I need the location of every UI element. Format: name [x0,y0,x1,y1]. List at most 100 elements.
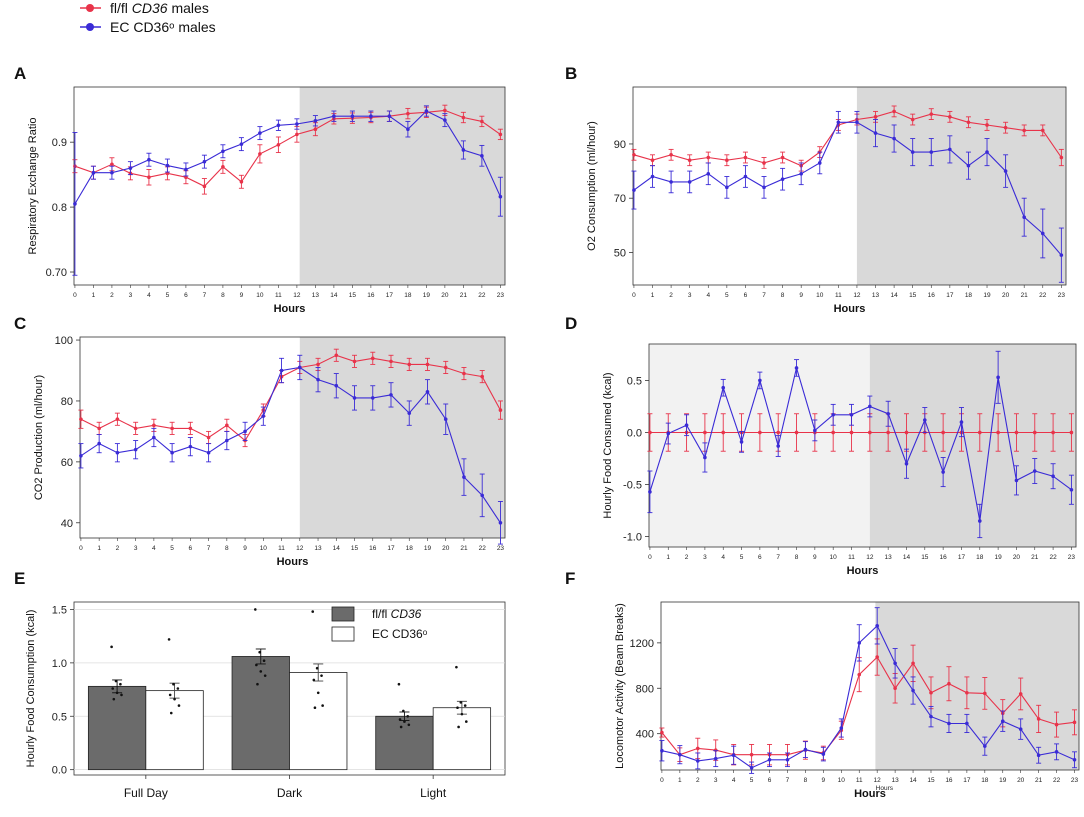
data-point [910,150,915,154]
data-point [370,396,375,400]
x-tick-label: 11 [835,292,842,299]
data-point [893,686,897,691]
legend-label: EC CD36ᵒ [372,627,428,641]
data-point [462,475,466,479]
data-point [1069,487,1074,492]
y-tick-label: 1.5 [52,604,67,616]
y-tick-label: 0.70 [46,267,67,279]
y-axis-label: O2 Consumption (ml/hour) [586,121,598,251]
data-point [776,444,780,448]
data-point [695,759,700,763]
data-point [498,194,503,199]
x-tick-label: 7 [207,545,211,552]
y-tick-label: -1.0 [623,532,642,544]
data-point [985,123,989,127]
series-line [661,624,1075,769]
category-label: Full Day [124,786,168,800]
data-point [821,752,826,756]
legend-label-prefix: EC CD36 [372,627,423,641]
x-tick-label: 10 [830,554,838,561]
bar-flfl [87,685,147,771]
y-tick-label: 0.8 [52,202,67,214]
data-point [424,109,429,113]
individual-point [168,693,172,697]
data-point [443,365,448,370]
x-tick-label: 10 [838,777,846,784]
y-tick-label: 60 [61,457,73,469]
data-point [706,155,711,160]
y-tick-label: 80 [61,396,73,408]
y-tick-label: 40 [61,518,73,530]
x-tick-label: 6 [189,545,193,552]
data-point [948,115,952,119]
data-point [443,118,447,122]
y-axis-label: Respiratory Exchange Ratio [27,118,39,255]
x-tick-label: 9 [799,292,803,299]
data-point [498,520,503,525]
data-point [370,356,375,361]
data-point [461,148,466,152]
data-point [749,765,754,770]
x-tick-label: 2 [669,292,673,299]
x-tick-label: 19 [994,554,1002,561]
bar-flfl [375,715,434,771]
data-point [498,132,503,137]
x-tick-label: 4 [721,554,725,561]
data-point [406,111,410,116]
data-point [703,455,707,460]
data-point [258,131,262,135]
x-tick-label: 2 [116,545,120,552]
panel-letter-d: D [565,314,577,333]
panel-letter-a: A [14,64,26,83]
data-point [461,115,466,120]
data-point [128,166,133,170]
data-point [743,174,748,179]
individual-point [259,670,263,673]
x-tick-label: 9 [243,545,247,552]
y-tick-label: 70 [614,193,626,205]
x-tick-label: 2 [696,777,700,784]
x-tick-label: 22 [1039,292,1047,299]
individual-point [177,704,181,707]
legend-label-suffix: ᵒ [423,627,428,641]
data-point [868,404,872,409]
data-point [1032,430,1037,435]
x-tick-label: 18 [406,545,414,552]
legend-marker-blue [86,23,94,31]
x-tick-label: 16 [940,554,948,561]
data-point [799,171,803,176]
data-point [947,721,951,726]
data-point [225,438,229,443]
legend-item-flfl: fl/fl CD36 males [80,0,209,16]
plot-frame [648,343,1077,548]
x-tick-label: 19 [423,292,431,299]
data-point [857,672,862,677]
data-point [1014,478,1019,483]
bar-legend: fl/fl CD36 EC CD36ᵒ [331,606,428,642]
data-point [650,174,655,179]
data-point [660,730,664,735]
data-point [1069,430,1074,435]
data-point [1018,692,1023,696]
data-point [873,131,878,135]
individual-point [311,610,315,613]
x-tick-label: 8 [781,292,785,299]
data-point [660,748,664,753]
data-point [706,171,711,176]
x-tick-label: 22 [1053,777,1061,784]
bar-ec [289,672,348,771]
individual-point [112,697,116,701]
x-tick-label: 14 [903,554,911,561]
legend-label-italic: CD36 [391,607,422,621]
data-point [776,430,780,435]
y-tick-label: 100 [55,335,73,347]
legend-label-flfl: fl/fl CD36 males [110,0,209,16]
data-point [1059,253,1064,257]
individual-point [465,720,468,723]
data-point [1036,717,1041,721]
data-point [1051,430,1055,435]
data-point [115,417,120,422]
data-point [929,691,933,695]
